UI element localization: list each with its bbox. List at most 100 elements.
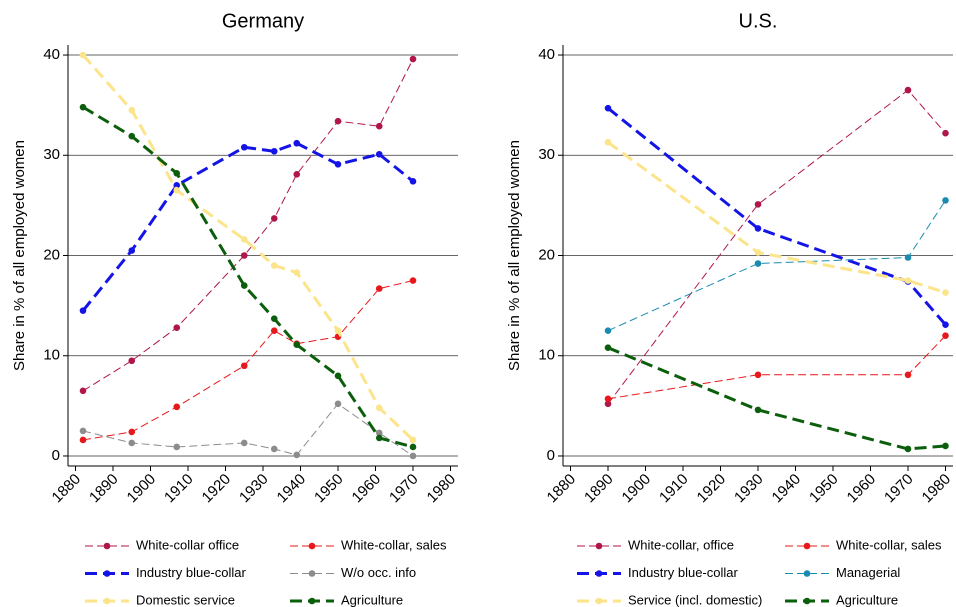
data-point: [375, 434, 383, 442]
legend-label: Managerial: [836, 565, 900, 580]
series-line: [607, 89, 946, 405]
data-point: [79, 427, 87, 435]
legend-marker: [595, 542, 603, 550]
legend-label: Service (incl. domestic): [628, 592, 762, 607]
data-point: [293, 171, 301, 178]
data-point: [293, 139, 301, 147]
data-point: [173, 443, 181, 451]
y-tick-label: 20: [538, 246, 555, 263]
data-point: [240, 362, 248, 370]
x-tick-label: 1960: [349, 471, 385, 507]
data-point: [942, 197, 949, 204]
data-point: [754, 260, 762, 267]
data-point: [942, 289, 949, 296]
data-point: [293, 269, 301, 276]
y-tick-label: 30: [43, 146, 60, 163]
legend-label: Industry blue-collar: [628, 565, 738, 580]
data-point: [128, 439, 136, 447]
data-point: [409, 277, 417, 284]
data-point: [240, 236, 248, 243]
data-point: [604, 138, 612, 146]
y-axis-label: Share in % of all employed women: [11, 140, 28, 371]
data-point: [409, 452, 417, 460]
legend-label: White-collar, sales: [836, 537, 942, 552]
data-point: [173, 182, 181, 189]
data-point: [270, 315, 278, 322]
x-tick-label: 1880: [544, 471, 580, 507]
legend-marker: [103, 597, 111, 605]
y-tick-label: 0: [547, 447, 555, 464]
x-tick-label: 1970: [881, 471, 917, 507]
data-point: [375, 404, 383, 412]
legend-marker: [595, 597, 603, 605]
data-point: [240, 143, 248, 151]
legend-marker: [803, 597, 811, 605]
legend-marker: [595, 570, 603, 577]
data-point: [409, 178, 417, 185]
data-point: [79, 436, 87, 444]
data-point: [604, 400, 612, 408]
data-point: [604, 104, 612, 112]
data-point: [128, 428, 136, 436]
data-point: [375, 285, 383, 292]
series-line: [607, 335, 946, 400]
data-point: [128, 132, 136, 140]
data-point: [334, 327, 342, 334]
series-line: [81, 141, 414, 312]
y-tick-label: 20: [43, 246, 60, 263]
chart-title: Germany: [222, 10, 304, 32]
x-tick-label: 1930: [731, 471, 767, 507]
x-tick-label: 1900: [124, 471, 160, 507]
data-point: [375, 429, 383, 437]
legend-label: Agriculture: [836, 592, 898, 607]
data-point: [409, 55, 417, 63]
chart-title: U.S.: [739, 10, 778, 32]
legend-label: Industry blue-collar: [136, 565, 246, 580]
legend-marker: [308, 542, 316, 550]
data-point: [173, 403, 181, 411]
data-point: [334, 160, 342, 168]
data-point: [240, 439, 248, 447]
data-point: [128, 247, 136, 254]
series-line: [82, 280, 414, 441]
y-tick-label: 40: [43, 46, 60, 63]
data-point: [375, 122, 383, 130]
data-point: [604, 344, 612, 352]
data-point: [904, 445, 912, 453]
legend-marker: [803, 570, 811, 577]
data-point: [604, 395, 612, 403]
data-point: [270, 215, 278, 222]
legend-marker: [103, 542, 111, 550]
x-tick-label: 1960: [844, 471, 880, 507]
legend-marker: [308, 570, 316, 577]
data-point: [904, 277, 912, 284]
data-point: [904, 371, 912, 379]
series-line: [607, 346, 946, 451]
data-point: [942, 321, 949, 328]
data-point: [79, 387, 87, 395]
x-tick-label: 1940: [769, 471, 805, 507]
x-tick-label: 1920: [694, 471, 730, 507]
data-point: [409, 443, 417, 451]
data-point: [270, 327, 278, 334]
data-point: [79, 51, 87, 59]
legend-label: White-collar office: [136, 537, 239, 552]
y-axis-label: Share in % of all employed women: [506, 140, 523, 371]
y-tick-label: 10: [43, 347, 60, 364]
data-point: [754, 201, 762, 208]
x-tick-label: 1950: [806, 471, 842, 507]
x-tick-label: 1930: [236, 471, 272, 507]
data-point: [79, 307, 87, 314]
x-tick-label: 1940: [274, 471, 310, 507]
legend-marker: [308, 597, 316, 605]
data-point: [173, 187, 181, 194]
data-point: [409, 436, 417, 444]
series-line: [607, 141, 946, 295]
data-point: [293, 341, 301, 349]
x-tick-label: 1880: [49, 471, 85, 507]
x-tick-label: 1890: [86, 471, 122, 507]
x-tick-label: 1920: [199, 471, 235, 507]
data-point: [375, 150, 383, 158]
data-point: [942, 332, 949, 339]
